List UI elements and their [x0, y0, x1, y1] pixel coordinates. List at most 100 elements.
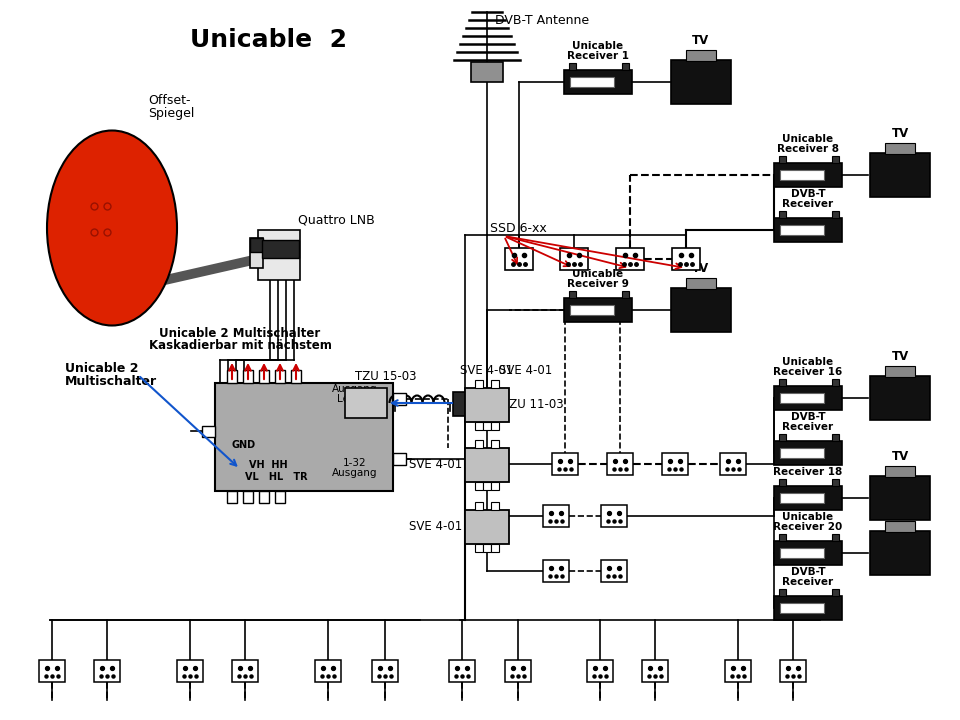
Bar: [393, 453, 406, 465]
Text: DVB-T: DVB-T: [791, 189, 826, 199]
Bar: [779, 589, 786, 596]
Bar: [505, 248, 533, 270]
Bar: [780, 448, 824, 458]
Text: Legacy: Legacy: [337, 394, 373, 404]
Bar: [215, 383, 393, 491]
Text: Receiver 8: Receiver 8: [777, 144, 839, 154]
Bar: [587, 660, 613, 682]
Text: Receiver 16: Receiver 16: [774, 367, 843, 377]
Bar: [564, 70, 632, 94]
Text: TV: TV: [692, 34, 709, 47]
Text: VH  HH: VH HH: [249, 460, 288, 470]
Text: TV: TV: [692, 261, 709, 274]
Bar: [465, 510, 509, 544]
Bar: [449, 660, 475, 682]
Bar: [616, 248, 644, 270]
Text: VL   HL   TR: VL HL TR: [245, 472, 307, 482]
Bar: [725, 660, 751, 682]
Text: Receiver: Receiver: [782, 577, 833, 587]
Bar: [465, 448, 509, 482]
Text: Multischalter: Multischalter: [65, 374, 157, 387]
Bar: [774, 441, 842, 465]
Bar: [885, 521, 915, 532]
Text: Unicable: Unicable: [782, 512, 833, 522]
Bar: [672, 248, 700, 270]
Text: TV: TV: [892, 449, 908, 462]
Bar: [243, 491, 253, 503]
Bar: [832, 379, 839, 386]
Bar: [483, 422, 491, 430]
Bar: [662, 453, 688, 475]
Bar: [483, 544, 491, 552]
Bar: [870, 476, 930, 520]
Bar: [774, 386, 842, 410]
Bar: [686, 50, 716, 61]
Bar: [607, 453, 633, 475]
Bar: [491, 380, 499, 388]
Bar: [779, 156, 786, 163]
Bar: [774, 486, 842, 510]
Bar: [250, 238, 263, 268]
Bar: [570, 305, 614, 315]
Bar: [832, 534, 839, 541]
Bar: [345, 388, 387, 418]
Bar: [832, 211, 839, 218]
Bar: [259, 370, 269, 383]
Text: DVB-T Antenne: DVB-T Antenne: [495, 14, 589, 27]
Bar: [475, 502, 483, 510]
Bar: [262, 240, 299, 258]
Text: Spiegel: Spiegel: [148, 107, 194, 120]
Bar: [686, 278, 716, 289]
Text: Kaskadierbar mit nächstem: Kaskadierbar mit nächstem: [149, 338, 331, 351]
Bar: [832, 479, 839, 486]
Bar: [202, 426, 215, 437]
Bar: [491, 502, 499, 510]
Bar: [779, 379, 786, 386]
Bar: [779, 434, 786, 441]
Text: Quattro LNB: Quattro LNB: [298, 214, 374, 227]
Bar: [560, 248, 588, 270]
Bar: [291, 370, 301, 383]
Text: Unicable: Unicable: [782, 357, 833, 367]
Bar: [393, 393, 406, 405]
Bar: [465, 388, 509, 422]
Bar: [372, 660, 398, 682]
Text: Receiver 1: Receiver 1: [567, 51, 629, 61]
Bar: [505, 660, 531, 682]
Bar: [570, 77, 614, 87]
Bar: [491, 440, 499, 448]
Text: Unicable  2: Unicable 2: [189, 28, 347, 52]
Text: Unicable: Unicable: [572, 41, 624, 51]
Ellipse shape: [47, 130, 177, 325]
Bar: [780, 603, 824, 613]
Bar: [250, 238, 263, 252]
Bar: [94, 660, 120, 682]
Text: Receiver: Receiver: [782, 199, 833, 209]
Bar: [491, 422, 499, 430]
Text: Unicable: Unicable: [782, 457, 833, 467]
Bar: [870, 531, 930, 575]
Text: TZU 15-03: TZU 15-03: [355, 369, 417, 382]
Bar: [832, 434, 839, 441]
Bar: [227, 370, 237, 383]
Bar: [475, 544, 483, 552]
Text: Offset-: Offset-: [148, 94, 190, 107]
Bar: [832, 156, 839, 163]
Bar: [671, 60, 731, 104]
Bar: [622, 291, 629, 298]
Text: SVE 4-01: SVE 4-01: [409, 521, 462, 534]
Bar: [491, 544, 499, 552]
Bar: [779, 534, 786, 541]
Bar: [39, 660, 65, 682]
Text: Unicable: Unicable: [572, 269, 624, 279]
Text: SVE 4-01: SVE 4-01: [461, 364, 514, 377]
Bar: [475, 440, 483, 448]
Bar: [774, 163, 842, 187]
Bar: [564, 298, 632, 322]
Bar: [780, 660, 806, 682]
Bar: [774, 541, 842, 565]
Bar: [779, 479, 786, 486]
Text: Unicable 2 Multischalter: Unicable 2 Multischalter: [159, 326, 321, 340]
Bar: [243, 370, 253, 383]
Bar: [601, 505, 627, 527]
